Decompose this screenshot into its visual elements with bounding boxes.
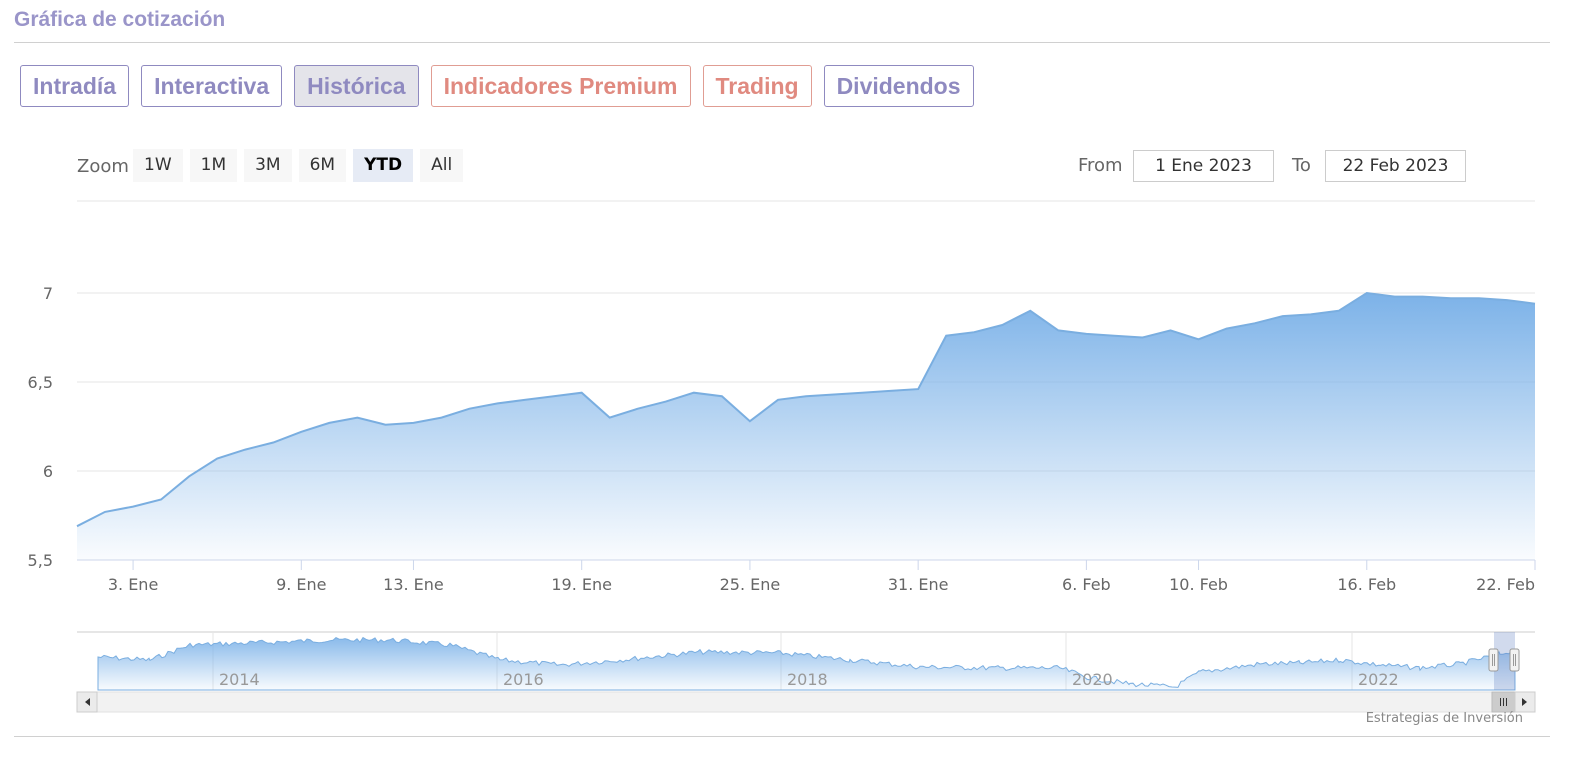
x-tick-label: 31. Ene xyxy=(888,575,949,594)
navigator-selection[interactable] xyxy=(1494,632,1515,690)
page-title: Gráfica de cotización xyxy=(14,8,226,31)
zoom-1w-button[interactable]: 1W xyxy=(133,149,183,182)
y-tick-label: 5,5 xyxy=(28,551,53,570)
credit-link[interactable]: Estrategias de Inversión xyxy=(1365,711,1523,726)
tab-trading[interactable]: Trading xyxy=(702,65,812,107)
to-label: To xyxy=(1292,155,1311,176)
x-tick-label: 3. Ene xyxy=(108,575,158,594)
from-date-input[interactable]: 1 Ene 2023 xyxy=(1133,150,1274,182)
scroll-left-arrow-icon xyxy=(85,698,90,706)
chart-tabs: Intradía Interactiva Histórica Indicador… xyxy=(20,65,974,107)
x-tick-label: 10. Feb xyxy=(1169,575,1228,594)
price-area xyxy=(77,293,1535,560)
scrollbar-thumb[interactable] xyxy=(1491,691,1516,713)
x-tick-label: 16. Feb xyxy=(1337,575,1396,594)
scroll-left-button[interactable] xyxy=(76,691,98,713)
navigator-year-gridlines xyxy=(212,632,1353,690)
zoom-1m-button[interactable]: 1M xyxy=(189,149,238,182)
x-tick-label: 6. Feb xyxy=(1062,575,1111,594)
tab-indicadores-premium[interactable]: Indicadores Premium xyxy=(430,65,691,107)
x-tick-label: 25. Ene xyxy=(720,575,781,594)
y-gridlines xyxy=(77,292,1535,472)
scroll-right-arrow-icon xyxy=(1522,698,1527,706)
from-label: From xyxy=(1078,155,1123,176)
navigator-year-labels: 2014 2016 2018 2020 2022 xyxy=(219,670,1399,689)
navigator-year-label: 2022 xyxy=(1358,670,1399,689)
y-tick-label: 6 xyxy=(43,462,53,481)
x-axis-ticks: 3. Ene 9. Ene 13. Ene 19. Ene 25. Ene 31. Ene… xyxy=(108,560,1536,594)
y-axis-labels: 5,5 6 6,5 7 xyxy=(28,284,53,570)
y-tick-label: 6,5 xyxy=(28,373,53,392)
zoom-label: Zoom xyxy=(77,156,129,177)
navigator-area xyxy=(97,636,1516,691)
x-tick-label: 22. Feb xyxy=(1476,575,1535,594)
bottom-divider xyxy=(14,736,1550,737)
scroll-right-button[interactable] xyxy=(1514,691,1536,713)
x-tick-label: 13. Ene xyxy=(383,575,444,594)
x-tick-label: 9. Ene xyxy=(276,575,326,594)
title-divider xyxy=(14,42,1550,43)
zoom-6m-button[interactable]: 6M xyxy=(298,149,347,182)
y-tick-label: 7 xyxy=(43,284,53,303)
navigator-year-label: 2018 xyxy=(787,670,828,689)
navigator-frame xyxy=(77,632,1535,690)
tab-dividendos[interactable]: Dividendos xyxy=(823,65,974,107)
navigator-right-handle[interactable] xyxy=(1509,648,1520,672)
tab-interactiva[interactable]: Interactiva xyxy=(141,65,283,107)
zoom-buttons: 1W 1M 3M 6M YTD All xyxy=(133,149,464,182)
zoom-3m-button[interactable]: 3M xyxy=(244,149,292,182)
price-line xyxy=(76,291,1536,528)
scrollbar-track[interactable] xyxy=(76,691,1536,713)
x-tick-label: 19. Ene xyxy=(551,575,612,594)
zoom-all-button[interactable]: All xyxy=(420,149,464,182)
navigator-year-label: 2016 xyxy=(503,670,544,689)
tab-historica[interactable]: Histórica xyxy=(294,65,419,107)
to-date-input[interactable]: 22 Feb 2023 xyxy=(1325,150,1466,182)
zoom-ytd-button[interactable]: YTD xyxy=(353,149,414,182)
tab-intradia[interactable]: Intradía xyxy=(20,65,130,107)
navigator-year-label: 2014 xyxy=(219,670,260,689)
navigator-year-label: 2020 xyxy=(1072,670,1113,689)
navigator-left-handle[interactable] xyxy=(1488,648,1499,672)
